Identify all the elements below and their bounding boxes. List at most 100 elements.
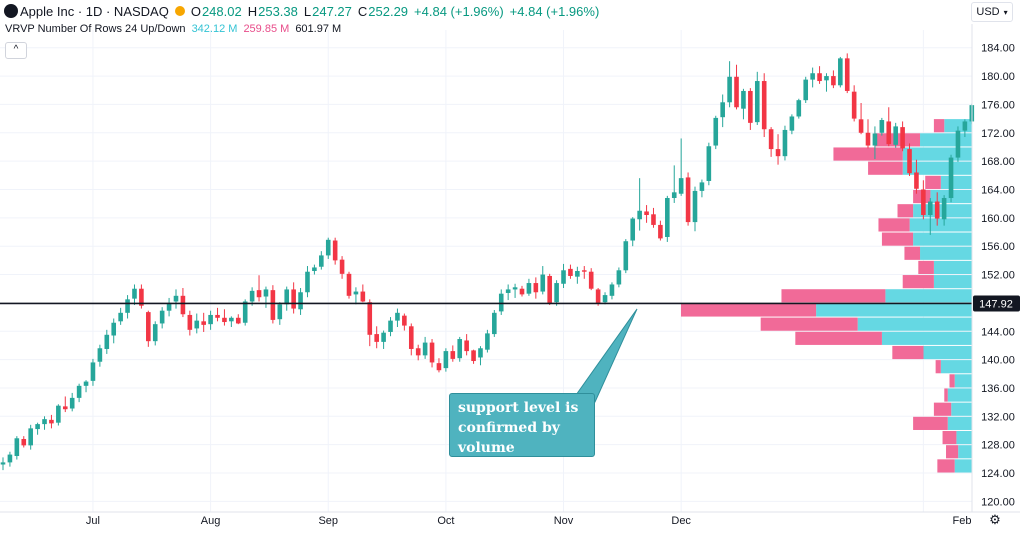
open-value: 248.02 — [201, 3, 242, 19]
candle-body — [872, 133, 878, 146]
candle-body — [118, 312, 123, 322]
y-tick-label: 136.00 — [981, 383, 1015, 395]
candle-body — [644, 211, 649, 216]
candle-body — [671, 192, 677, 198]
volume-profile-down-bar — [937, 459, 955, 473]
symbol-title[interactable]: Apple Inc · 1D · NASDAQ — [20, 3, 169, 19]
candle-body — [512, 287, 518, 290]
candle-body — [955, 130, 961, 158]
candle-body — [838, 58, 843, 86]
candle-body — [56, 405, 61, 423]
x-tick-label: Dec — [671, 515, 691, 527]
volume-profile-up-bar — [951, 402, 972, 416]
candle-body — [125, 299, 130, 313]
currency-selector[interactable]: USD ▾ — [971, 2, 1013, 22]
volume-profile-up-bar — [947, 388, 972, 402]
candle-body — [782, 129, 788, 157]
candle-body — [616, 270, 622, 285]
candle-body — [339, 259, 345, 274]
candle-body — [180, 295, 186, 315]
candle-body — [49, 419, 54, 424]
volume-profile-down-bar — [946, 445, 959, 459]
candle-body — [526, 283, 532, 294]
candle-body — [914, 172, 919, 189]
volume-profile-up-bar — [954, 374, 972, 388]
candle-body — [879, 120, 885, 133]
support-price-tag — [973, 295, 1020, 312]
x-tick-label: Sep — [318, 515, 338, 527]
candle-body — [699, 182, 705, 191]
candle-body — [817, 73, 822, 82]
candle-body — [581, 270, 587, 272]
indicator-legend[interactable]: VRVP Number Of Rows 24 Up/Down 342.12 M … — [5, 21, 347, 37]
volume-profile-down-bar — [933, 119, 945, 133]
candle-body — [436, 363, 442, 371]
candle-body — [395, 312, 400, 321]
candle-body — [948, 157, 954, 198]
y-tick-label: 168.00 — [981, 156, 1015, 168]
candle-body — [28, 428, 33, 446]
collapse-legend-button[interactable]: ^ — [5, 42, 27, 59]
candle-body — [595, 289, 601, 303]
candle-body — [346, 273, 352, 296]
candle-body — [921, 189, 926, 216]
y-tick-label: 132.00 — [981, 411, 1015, 423]
callout-line-2: confirmed by — [458, 420, 560, 436]
candle-body — [893, 126, 898, 145]
candle-body — [111, 322, 117, 336]
volume-profile-down-bar — [795, 331, 882, 345]
candle-body — [678, 178, 684, 194]
volume-profile-down-bar — [935, 360, 941, 374]
volume-profile-up-bar — [909, 218, 972, 232]
settings-gear-icon[interactable]: ⚙ — [989, 512, 1001, 527]
volume-up: 342.12 M — [191, 23, 238, 35]
candle-body — [235, 317, 241, 324]
volume-profile-down-bar — [925, 175, 941, 189]
candle-body — [187, 314, 193, 330]
candle-body — [457, 339, 463, 359]
candle-body — [706, 146, 712, 181]
candle-body — [533, 283, 539, 293]
candle-body — [907, 149, 912, 174]
candle-body — [886, 121, 892, 145]
candle-body — [768, 129, 774, 150]
candle-body — [291, 289, 296, 309]
candle-body — [312, 267, 317, 271]
candle-body — [42, 419, 47, 425]
high-label: H — [247, 3, 258, 19]
candle-body — [623, 241, 629, 271]
y-tick-label: 164.00 — [981, 184, 1015, 196]
x-tick-label: Feb — [953, 515, 972, 527]
candle-body — [637, 210, 642, 220]
volume-profile-down-bar — [781, 289, 886, 303]
candle-body — [242, 301, 248, 323]
volume-profile-down-bar — [902, 275, 934, 289]
low-label: L — [303, 3, 312, 19]
candle-body — [35, 424, 40, 430]
candle-body — [353, 291, 359, 295]
candle-body — [554, 283, 559, 303]
candle-body — [374, 334, 379, 342]
candle-body — [803, 79, 809, 101]
x-tick-label: Jul — [86, 515, 100, 527]
open-label: O — [190, 3, 201, 19]
candle-body — [485, 333, 490, 350]
candle-body — [658, 224, 663, 239]
candle-body — [775, 149, 781, 157]
close-label: C — [357, 3, 368, 19]
y-tick-label: 176.00 — [981, 99, 1015, 111]
y-tick-label: 120.00 — [981, 496, 1015, 508]
volume-profile-down-bar — [933, 402, 952, 416]
volume-profile-up-bar — [920, 246, 972, 260]
candle-body — [492, 312, 497, 335]
volume-profile-down-bar — [918, 260, 934, 275]
volume-profile-down-bar — [833, 147, 903, 161]
candle-body — [388, 320, 393, 332]
candle-body — [360, 291, 366, 302]
candle-body — [76, 385, 82, 398]
candle-body — [734, 76, 739, 108]
volume-profile-down-bar — [881, 232, 914, 246]
callout-line-1: support level is — [458, 400, 579, 416]
low-value: 247.27 — [312, 3, 352, 19]
